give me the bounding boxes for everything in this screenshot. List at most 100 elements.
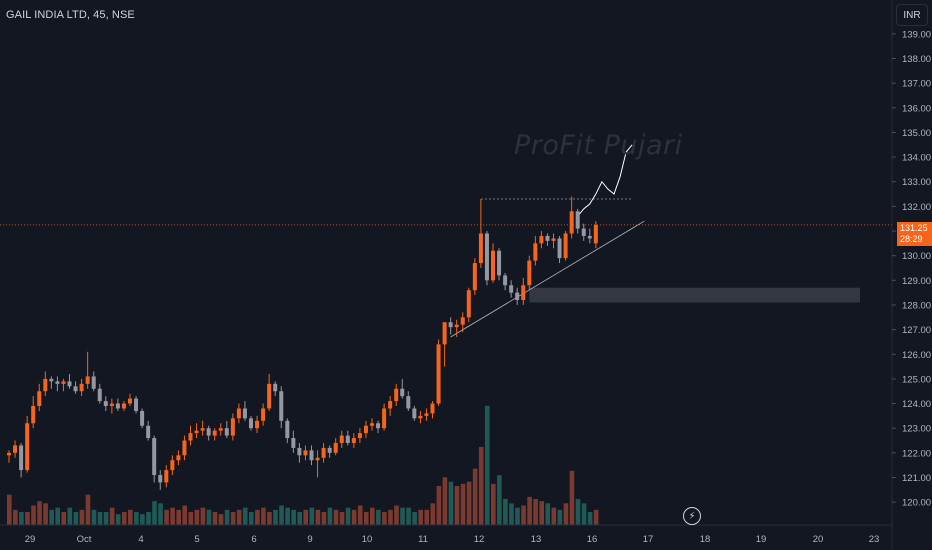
candle-body <box>569 211 574 234</box>
volume-bar <box>327 507 333 525</box>
volume-bar <box>509 503 514 525</box>
candle-body <box>581 228 586 236</box>
volume-bar <box>484 405 490 525</box>
candle-body <box>212 430 217 436</box>
volume-bar <box>345 507 351 525</box>
volume-bar <box>255 509 260 525</box>
candle-body <box>97 388 102 402</box>
price-tick-label: 132.00 <box>902 202 931 213</box>
candle-body <box>91 376 96 389</box>
candle-body <box>593 224 598 244</box>
candle-body <box>267 383 272 409</box>
volume-bar <box>176 509 181 525</box>
symbol-title[interactable]: GAIL INDIA LTD, 45, NSE <box>6 9 135 21</box>
candle-body <box>557 238 562 259</box>
volume-bar <box>460 483 466 525</box>
candle-body <box>327 447 332 453</box>
candlesticks <box>7 196 598 490</box>
volume-bar <box>55 507 60 525</box>
volume-bar <box>515 507 520 525</box>
candle-body <box>400 388 405 397</box>
candle-body <box>563 233 568 259</box>
volume-bar <box>79 509 85 525</box>
price-tick-label: 127.00 <box>902 325 931 336</box>
volume-bar <box>491 483 496 525</box>
time-tick-label: Oct <box>77 534 92 545</box>
volume-bar <box>25 512 30 525</box>
volume-bar <box>297 512 302 525</box>
volume-bar <box>134 512 139 525</box>
volume-bar <box>73 512 79 525</box>
candle-body <box>460 317 465 325</box>
candle-body <box>521 285 526 301</box>
volume-bar <box>91 509 97 525</box>
candle-body <box>206 428 211 436</box>
candle-body <box>418 415 423 419</box>
volume-bar <box>357 505 363 525</box>
volume-bar <box>285 507 290 525</box>
candle-body <box>85 376 90 384</box>
lightning-icon[interactable]: ⚡ <box>683 507 701 525</box>
candle-body <box>345 435 350 443</box>
volume-bar <box>230 512 236 525</box>
candle-body <box>19 445 24 471</box>
candle-body <box>230 418 235 436</box>
volume-bar <box>249 512 254 525</box>
projected-path <box>577 144 633 217</box>
candle-body <box>539 235 544 244</box>
candle-body <box>115 403 120 409</box>
trendline <box>450 220 645 338</box>
candle-body <box>484 233 489 281</box>
volume-bar <box>587 512 593 525</box>
volume-bar <box>466 481 472 525</box>
time-tick-label: 20 <box>813 534 824 545</box>
candle-body <box>424 413 429 416</box>
volume-bar <box>103 512 109 525</box>
price-tick-label: 136.00 <box>902 103 931 114</box>
candle-body <box>406 396 411 409</box>
volume-bar <box>19 512 24 525</box>
candle-body <box>61 381 66 384</box>
candle-body <box>13 445 18 453</box>
volume-bar <box>158 503 163 525</box>
volume-bar <box>13 509 18 525</box>
currency-button[interactable]: INR <box>896 4 928 26</box>
volume-bar <box>406 507 411 525</box>
volume-bar <box>309 507 315 525</box>
volume-bar <box>478 447 484 525</box>
volume-bar <box>418 509 423 525</box>
volume-bar <box>242 507 248 525</box>
price-tick-label: 124.00 <box>902 399 931 410</box>
candle-body <box>376 423 381 429</box>
volume-bar <box>370 507 375 525</box>
volume-bar <box>430 503 436 525</box>
candle-body <box>134 398 139 411</box>
candle-body <box>43 378 48 392</box>
price-tick-label: 129.00 <box>902 276 931 287</box>
price-tick-label: 121.00 <box>902 473 931 484</box>
volume-bar <box>436 486 442 525</box>
price-tick-label: 138.00 <box>902 54 931 65</box>
bar-countdown: 28:29 <box>900 234 923 244</box>
candle-body <box>121 403 126 409</box>
candle-body <box>363 425 368 434</box>
price-tick-label: 133.00 <box>902 177 931 188</box>
candle-body <box>200 428 205 431</box>
volume-bar <box>85 494 91 525</box>
volume-bar <box>194 509 200 525</box>
volume-bar <box>67 507 73 525</box>
price-tick-label: 137.00 <box>902 79 931 90</box>
price-tick-label: 126.00 <box>902 350 931 361</box>
candle-body <box>37 391 42 407</box>
volume-bar <box>333 509 339 525</box>
volume-bar <box>140 514 145 525</box>
candle-body <box>109 403 114 407</box>
price-tick-label: 128.00 <box>902 300 931 311</box>
time-tick-label: 13 <box>531 534 542 545</box>
volume-bar <box>200 507 206 525</box>
candle-body <box>261 408 266 421</box>
volume-bar <box>442 477 448 525</box>
volume-bar <box>339 512 345 525</box>
volume-bar <box>351 509 357 525</box>
